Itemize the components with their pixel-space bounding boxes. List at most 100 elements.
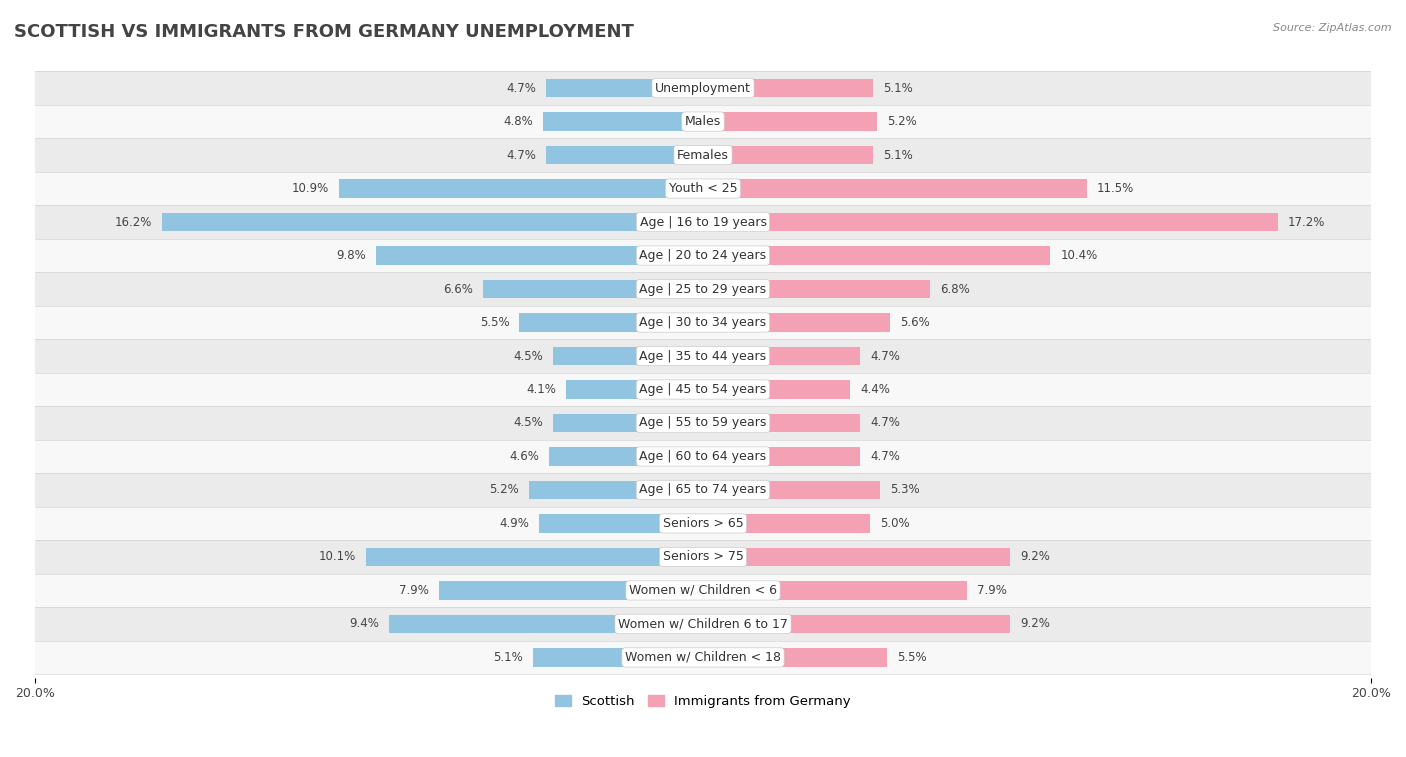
Text: 4.7%: 4.7% [870, 450, 900, 463]
Text: Age | 16 to 19 years: Age | 16 to 19 years [640, 216, 766, 229]
Text: 4.9%: 4.9% [499, 517, 529, 530]
Bar [35, 473, 1371, 506]
Bar [35, 506, 1371, 540]
Text: Age | 30 to 34 years: Age | 30 to 34 years [640, 316, 766, 329]
Text: 9.2%: 9.2% [1021, 550, 1050, 563]
Text: 9.2%: 9.2% [1021, 618, 1050, 631]
Text: Females: Females [678, 148, 728, 161]
Text: 4.6%: 4.6% [509, 450, 540, 463]
Bar [529, 481, 703, 499]
Text: 4.7%: 4.7% [506, 148, 536, 161]
Text: 4.7%: 4.7% [870, 350, 900, 363]
Bar [546, 79, 703, 98]
Text: Age | 65 to 74 years: Age | 65 to 74 years [640, 484, 766, 497]
Text: Women w/ Children < 18: Women w/ Children < 18 [626, 651, 780, 664]
Text: 5.1%: 5.1% [494, 651, 523, 664]
Text: 5.5%: 5.5% [479, 316, 509, 329]
Text: 4.7%: 4.7% [506, 82, 536, 95]
Bar [703, 648, 887, 667]
Text: 17.2%: 17.2% [1288, 216, 1324, 229]
Bar [35, 440, 1371, 473]
Text: 6.6%: 6.6% [443, 282, 472, 295]
Bar [550, 447, 703, 466]
Bar [703, 447, 860, 466]
Text: SCOTTISH VS IMMIGRANTS FROM GERMANY UNEMPLOYMENT: SCOTTISH VS IMMIGRANTS FROM GERMANY UNEM… [14, 23, 634, 41]
Bar [533, 648, 703, 667]
Bar [553, 414, 703, 432]
Text: 4.4%: 4.4% [860, 383, 890, 396]
Text: 4.5%: 4.5% [513, 350, 543, 363]
Bar [35, 372, 1371, 407]
Bar [703, 280, 931, 298]
Bar [703, 414, 860, 432]
Text: 7.9%: 7.9% [977, 584, 1007, 597]
Bar [703, 112, 877, 131]
Bar [703, 79, 873, 98]
Text: 9.8%: 9.8% [336, 249, 366, 262]
Bar [375, 246, 703, 265]
Bar [703, 146, 873, 164]
Text: 5.1%: 5.1% [883, 82, 912, 95]
Bar [162, 213, 703, 231]
Text: 11.5%: 11.5% [1097, 182, 1135, 195]
Text: Age | 45 to 54 years: Age | 45 to 54 years [640, 383, 766, 396]
Bar [35, 273, 1371, 306]
Text: Seniors > 65: Seniors > 65 [662, 517, 744, 530]
Text: 5.6%: 5.6% [900, 316, 929, 329]
Text: Age | 60 to 64 years: Age | 60 to 64 years [640, 450, 766, 463]
Text: Women w/ Children < 6: Women w/ Children < 6 [628, 584, 778, 597]
Bar [703, 179, 1087, 198]
Text: Age | 35 to 44 years: Age | 35 to 44 years [640, 350, 766, 363]
Bar [553, 347, 703, 365]
Text: 10.1%: 10.1% [318, 550, 356, 563]
Bar [703, 213, 1278, 231]
Bar [35, 407, 1371, 440]
Text: Seniors > 75: Seniors > 75 [662, 550, 744, 563]
Bar [35, 574, 1371, 607]
Bar [439, 581, 703, 600]
Text: Age | 25 to 29 years: Age | 25 to 29 years [640, 282, 766, 295]
Bar [35, 339, 1371, 372]
Bar [35, 540, 1371, 574]
Text: Youth < 25: Youth < 25 [669, 182, 737, 195]
Text: 5.3%: 5.3% [890, 484, 920, 497]
Bar [35, 640, 1371, 674]
Text: 4.8%: 4.8% [503, 115, 533, 128]
Bar [366, 548, 703, 566]
Bar [703, 347, 860, 365]
Bar [703, 481, 880, 499]
Bar [35, 607, 1371, 640]
Text: 16.2%: 16.2% [114, 216, 152, 229]
Bar [703, 246, 1050, 265]
Bar [35, 306, 1371, 339]
Text: 5.2%: 5.2% [489, 484, 519, 497]
Text: Unemployment: Unemployment [655, 82, 751, 95]
Bar [703, 313, 890, 332]
Text: Source: ZipAtlas.com: Source: ZipAtlas.com [1274, 23, 1392, 33]
Text: 5.5%: 5.5% [897, 651, 927, 664]
Bar [703, 581, 967, 600]
Bar [703, 548, 1011, 566]
Legend: Scottish, Immigrants from Germany: Scottish, Immigrants from Germany [550, 690, 856, 714]
Bar [519, 313, 703, 332]
Bar [35, 172, 1371, 205]
Bar [482, 280, 703, 298]
Bar [389, 615, 703, 633]
Text: Males: Males [685, 115, 721, 128]
Bar [35, 238, 1371, 273]
Bar [35, 139, 1371, 172]
Text: 4.1%: 4.1% [526, 383, 555, 396]
Text: Age | 20 to 24 years: Age | 20 to 24 years [640, 249, 766, 262]
Text: 7.9%: 7.9% [399, 584, 429, 597]
Text: Women w/ Children 6 to 17: Women w/ Children 6 to 17 [619, 618, 787, 631]
Text: 5.2%: 5.2% [887, 115, 917, 128]
Bar [35, 205, 1371, 238]
Bar [567, 380, 703, 399]
Text: 9.4%: 9.4% [349, 618, 380, 631]
Text: 6.8%: 6.8% [941, 282, 970, 295]
Bar [703, 380, 851, 399]
Bar [546, 146, 703, 164]
Bar [35, 71, 1371, 104]
Text: Age | 55 to 59 years: Age | 55 to 59 years [640, 416, 766, 429]
Text: 10.4%: 10.4% [1060, 249, 1098, 262]
